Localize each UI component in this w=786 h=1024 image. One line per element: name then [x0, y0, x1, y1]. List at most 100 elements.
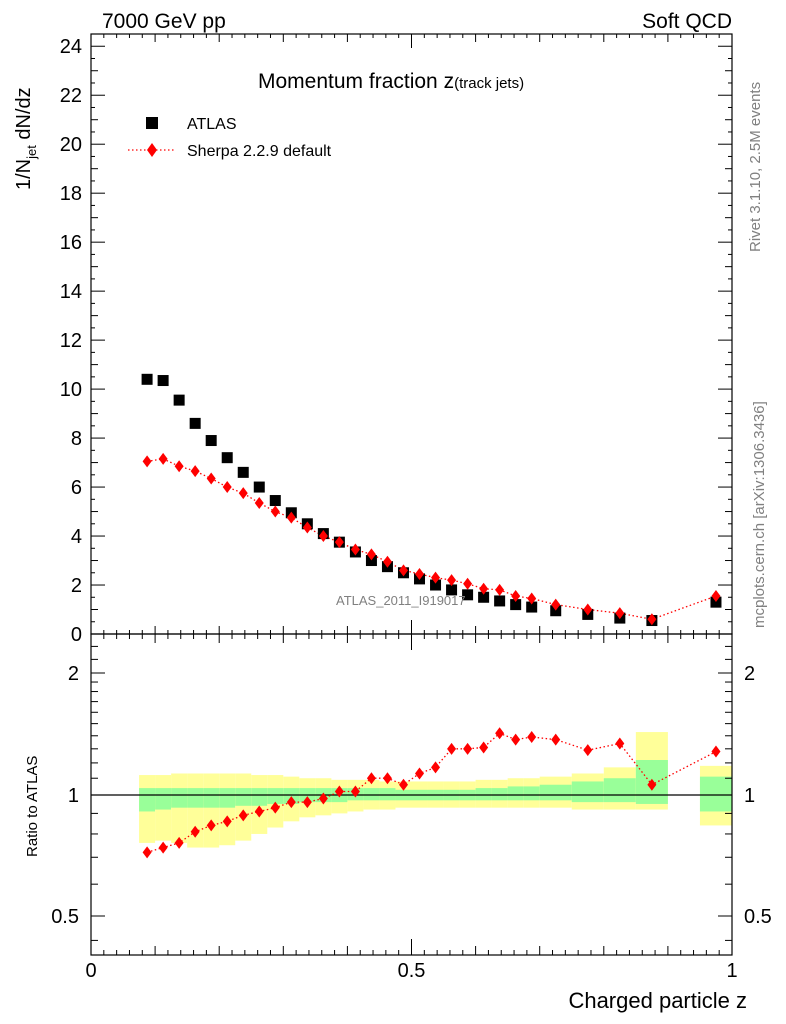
- ratio-band-green: [219, 788, 236, 808]
- ratio-sherpa-point: [398, 778, 408, 791]
- atlas-point: [237, 466, 249, 478]
- sherpa-point: [158, 452, 168, 465]
- atlas-point: [526, 601, 538, 613]
- atlas-point: [173, 394, 185, 406]
- sherpa-point: [479, 582, 489, 595]
- sherpa-point: [615, 607, 625, 620]
- ratio-sherpa-point: [415, 767, 425, 780]
- ratio-axis-ticks: 0.5 0.5 1 1 2 2 0 0.5 1: [51, 634, 772, 982]
- ratio-y-tick-label-right: 2: [744, 663, 755, 685]
- main-series-layer: [141, 373, 722, 627]
- main-y-tick-label: 10: [60, 379, 82, 401]
- ratio-sherpa-point: [270, 801, 280, 814]
- x-tick-label: 0.5: [398, 960, 426, 982]
- ratio-sherpa-point: [527, 731, 537, 744]
- sherpa-point: [206, 472, 216, 485]
- sherpa-point: [366, 548, 376, 561]
- atlas-point: [550, 605, 562, 617]
- sherpa-point: [447, 574, 457, 587]
- ratio-bands: [139, 732, 732, 848]
- ratio-sherpa-point: [190, 825, 200, 838]
- main-y-axis-label: 1/Njet dN/dz: [13, 87, 39, 190]
- ratio-sherpa-point: [463, 742, 473, 755]
- atlas-point: [189, 417, 201, 429]
- main-title: Momentum fraction z(track jets): [258, 70, 524, 93]
- ratio-band-yellow: [171, 773, 188, 843]
- ratio-sherpa-point: [142, 846, 152, 859]
- ratio-band-green: [363, 788, 380, 801]
- ratio-band-green: [235, 788, 252, 806]
- main-y-axis-label-sub: jet: [24, 145, 39, 160]
- atlas-point: [710, 596, 722, 608]
- atlas-point: [462, 589, 474, 601]
- ratio-band-green: [155, 788, 172, 810]
- x-tick-label: 1: [726, 960, 737, 982]
- analysis-watermark: ATLAS_2011_I919017: [336, 593, 466, 608]
- atlas-point: [253, 481, 265, 493]
- ratio-y-tick-label: 0.5: [51, 906, 79, 928]
- sherpa-point: [286, 511, 296, 524]
- sherpa-point: [647, 613, 657, 626]
- ratio-y-tick-label: 2: [68, 663, 79, 685]
- legend-label-atlas: ATLAS: [187, 116, 237, 133]
- ratio-sherpa-point: [302, 796, 312, 809]
- ratio-sherpa-point: [382, 772, 392, 785]
- ratio-sherpa-line: [146, 732, 717, 853]
- ratio-y-tick-label-right: 0.5: [744, 906, 772, 928]
- ratio-y-axis-label: Ratio to ATLAS: [24, 756, 41, 857]
- ratio-band-green: [539, 784, 572, 801]
- main-y-tick-label: 8: [71, 428, 82, 450]
- header-process-label: Soft QCD: [642, 10, 732, 33]
- atlas-point: [494, 595, 506, 607]
- ratio-sherpa-point: [447, 742, 457, 755]
- ratio-sherpa-point: [711, 745, 721, 758]
- ratio-band-green: [203, 788, 220, 808]
- rivet-version-label: Rivet 3.1.10, 2.5M events: [747, 82, 764, 252]
- ratio-sherpa-point: [647, 778, 657, 791]
- sherpa-point: [190, 465, 200, 478]
- ratio-sherpa-point: [174, 836, 184, 849]
- header-energy-label: 7000 GeV pp: [102, 10, 226, 33]
- x-axis-label: Charged particle z: [568, 988, 747, 1013]
- sherpa-point: [174, 460, 184, 473]
- main-y-tick-label: 4: [71, 526, 82, 548]
- main-y-tick-label: 20: [60, 134, 82, 156]
- ratio-band-green: [571, 781, 604, 803]
- ratio-band-green: [267, 788, 284, 804]
- main-y-tick-label: 6: [71, 477, 82, 499]
- ratio-sherpa-point: [254, 805, 264, 818]
- ratio-sherpa-point: [222, 815, 232, 828]
- sherpa-point: [398, 564, 408, 577]
- ratio-band-green: [491, 788, 508, 801]
- main-title-text: Momentum fraction z: [258, 70, 454, 93]
- ratio-band-green: [603, 778, 636, 803]
- main-y-tick-label: 24: [60, 36, 82, 58]
- sherpa-point: [350, 543, 360, 556]
- ratio-band-green: [187, 788, 204, 808]
- atlas-point: [365, 555, 377, 567]
- atlas-point: [221, 452, 233, 464]
- ratio-y-tick-label: 1: [68, 785, 79, 807]
- main-y-axis-label-tail: dN/dz: [13, 87, 35, 145]
- atlas-point: [430, 579, 442, 591]
- ratio-sherpa-point: [158, 841, 168, 854]
- ratio-band-green: [523, 786, 540, 801]
- legend-marker-sherpa: [147, 143, 157, 157]
- sherpa-point: [415, 568, 425, 580]
- main-title-subtext: (track jets): [454, 75, 524, 92]
- ratio-sherpa-point: [495, 727, 505, 740]
- sherpa-point: [431, 571, 441, 584]
- ratio-sherpa-point: [286, 796, 296, 809]
- ratio-sherpa-point: [238, 809, 248, 822]
- ratio-band-green: [379, 788, 396, 801]
- sherpa-point: [463, 577, 473, 590]
- sherpa-point: [318, 530, 328, 543]
- ratio-sherpa-point: [551, 733, 561, 746]
- ratio-sherpa-point: [206, 819, 216, 832]
- sherpa-point: [527, 592, 537, 605]
- ratio-band-green: [139, 788, 156, 812]
- sherpa-point: [222, 481, 232, 494]
- ratio-sherpa-point: [334, 785, 344, 798]
- main-y-tick-label: 2: [71, 575, 82, 597]
- ratio-sherpa-point: [615, 737, 625, 750]
